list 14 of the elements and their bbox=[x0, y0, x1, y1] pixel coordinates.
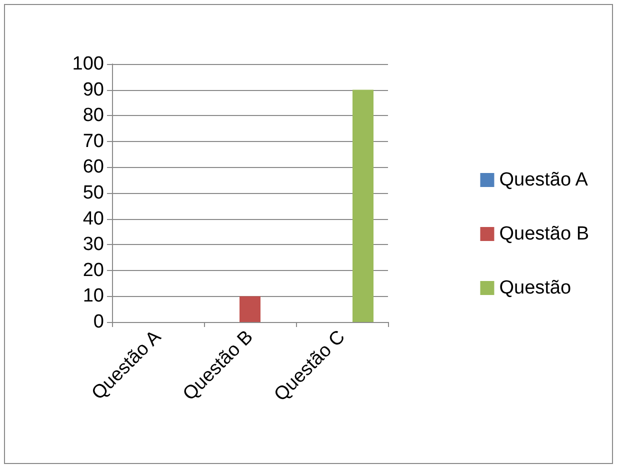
y-tick-label: 70 bbox=[82, 130, 104, 152]
legend-label: Questão bbox=[499, 278, 572, 298]
y-tick-label: 100 bbox=[72, 54, 104, 74]
y-tick-label: 0 bbox=[93, 312, 104, 332]
legend-label: Questão A bbox=[499, 170, 588, 190]
y-tick-label: 60 bbox=[82, 156, 104, 178]
y-tick-label: 10 bbox=[82, 286, 104, 307]
legend-label: Questão B bbox=[499, 224, 590, 244]
y-tick-label: 90 bbox=[82, 79, 104, 100]
y-tick-label: 20 bbox=[82, 260, 104, 281]
y-tick-label: 80 bbox=[82, 105, 104, 126]
y-tick-label: 50 bbox=[82, 182, 104, 204]
y-tick-label: 30 bbox=[82, 234, 104, 256]
y-tick-label: 40 bbox=[82, 208, 104, 230]
